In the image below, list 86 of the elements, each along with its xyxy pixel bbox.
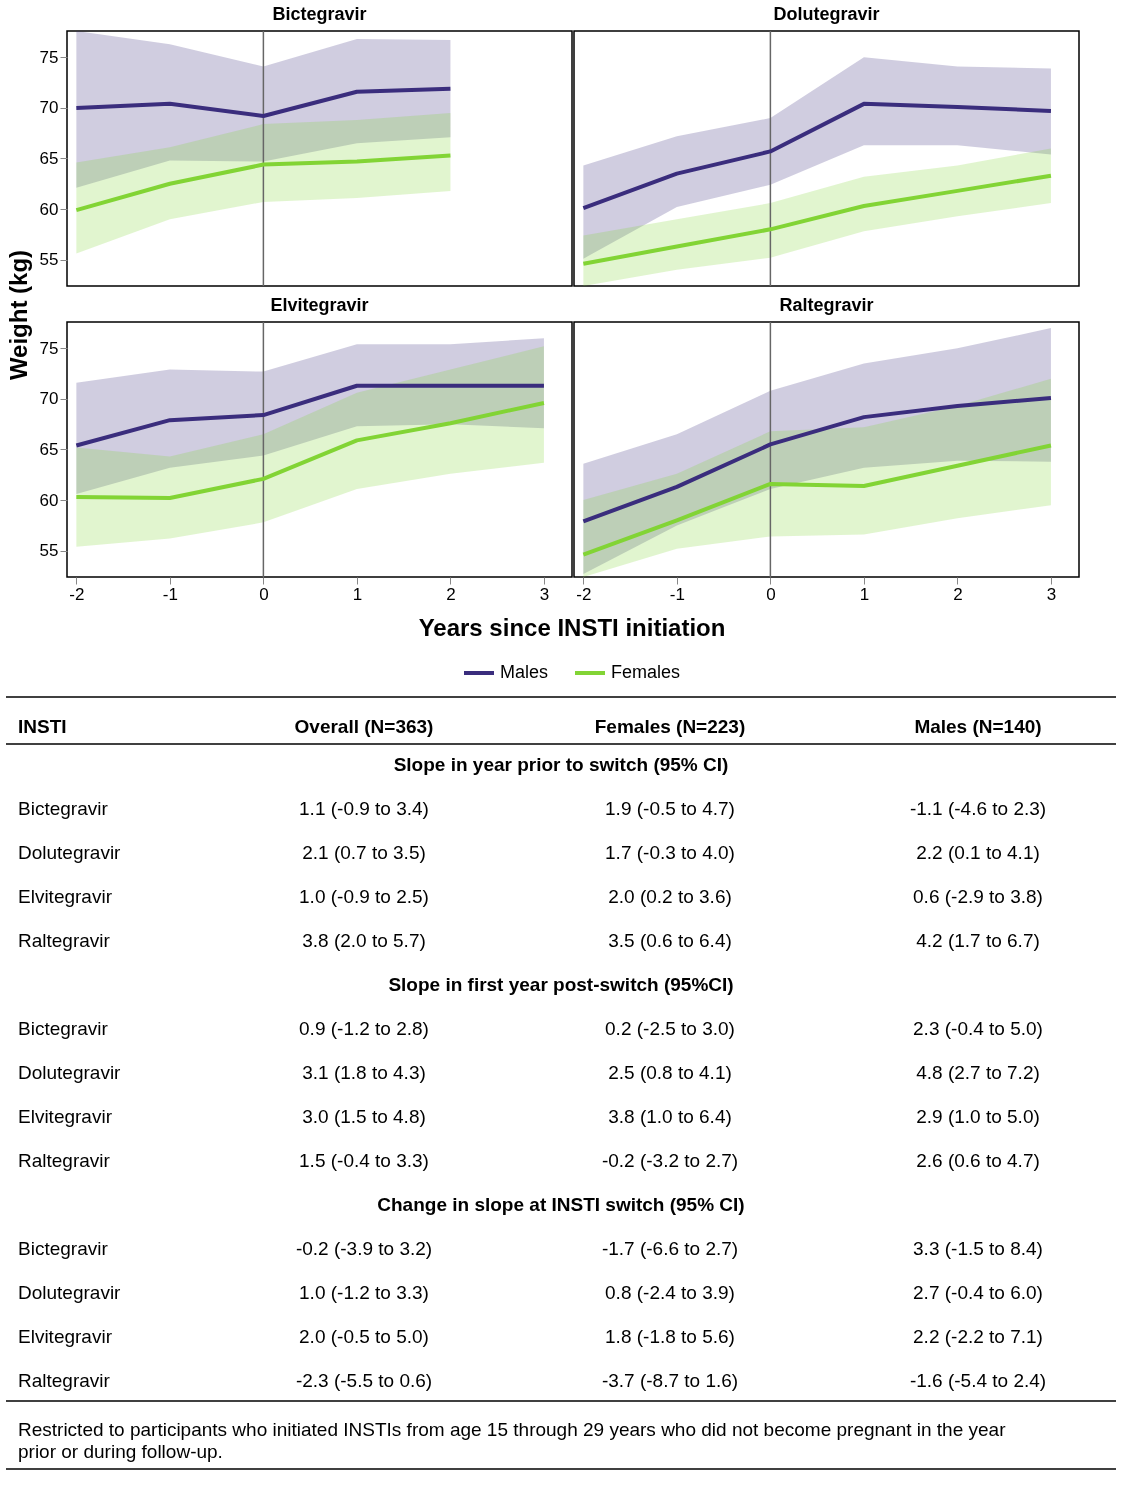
text: Dolutegravir	[18, 842, 122, 863]
x-tick-label: 2	[953, 584, 963, 604]
chart-title: Dolutegravir	[773, 4, 880, 25]
x-tick-label: -1	[162, 584, 178, 604]
text: 3.0 (1.5 to 4.8)	[302, 1106, 426, 1127]
text: 2.1 (0.7 to 3.5)	[302, 842, 426, 863]
legend-label: Females	[611, 662, 681, 682]
x-tick-label: -2	[576, 584, 592, 604]
text: 1.0 (-1.2 to 3.3)	[299, 1282, 429, 1303]
text: -0.2 (-3.2 to 2.7)	[601, 1150, 739, 1171]
text: -1.6 (-5.4 to 2.4)	[909, 1370, 1047, 1391]
y-tick-label: 60	[39, 199, 59, 219]
x-tick-label: 3	[1046, 584, 1057, 604]
text: 3.3 (-1.5 to 8.4)	[913, 1238, 1043, 1259]
text: -2.3 (-5.5 to 0.6)	[295, 1370, 433, 1391]
text: Raltegravir	[18, 1150, 111, 1171]
text: Restricted to participants who initiated INSTIs from age 15 through 29 years who did not become pregnant in the year prior or during follow-up.	[18, 1419, 1007, 1462]
text: Males (N=140)	[914, 716, 1042, 737]
y-tick-label: 55	[39, 541, 59, 561]
x-tick-label: 0	[766, 584, 776, 604]
y-tick-label: 75	[39, 47, 59, 67]
x-axis-title: Years since INSTI initiation	[418, 614, 726, 641]
text: 2.9 (1.0 to 5.0)	[916, 1106, 1040, 1127]
y-tick-label: 70	[39, 98, 59, 118]
text: Elvitegravir	[18, 1326, 113, 1347]
text: Bictegravir	[18, 1018, 109, 1039]
text: Elvitegravir	[18, 1106, 113, 1127]
text: 3.8 (2.0 to 5.7)	[302, 930, 426, 951]
text: 2.7 (-0.4 to 6.0)	[913, 1282, 1043, 1303]
text: 2.6 (0.6 to 4.7)	[916, 1150, 1040, 1171]
text: Dolutegravir	[18, 1282, 122, 1303]
y-axis-title: Weight (kg)	[5, 249, 32, 381]
text: Bictegravir	[18, 798, 109, 819]
x-tick-label: 0	[259, 584, 269, 604]
text: Overall (N=363)	[294, 716, 434, 737]
text: -3.7 (-8.7 to 1.6)	[601, 1370, 739, 1391]
text: 3.5 (0.6 to 6.4)	[608, 930, 732, 951]
text: -1.1 (-4.6 to 2.3)	[909, 798, 1047, 819]
text: 0.9 (-1.2 to 2.8)	[299, 1018, 429, 1039]
text: 0.8 (-2.4 to 3.9)	[605, 1282, 735, 1303]
x-tick-label: 3	[539, 584, 550, 604]
text: 4.8 (2.7 to 7.2)	[916, 1062, 1040, 1083]
text: 2.5 (0.8 to 4.1)	[608, 1062, 732, 1083]
text: Slope in year prior to switch (95% CI)	[393, 754, 729, 775]
y-tick-label: 55	[39, 250, 59, 270]
y-tick-label: 65	[39, 149, 59, 168]
chart-title: Bictegravir	[272, 4, 367, 25]
text: Slope in first year post-switch (95%CI)	[388, 974, 734, 995]
text: 1.8 (-1.8 to 5.6)	[605, 1326, 735, 1347]
text: 1.5 (-0.4 to 3.3)	[299, 1150, 429, 1171]
chart-title: Raltegravir	[779, 295, 874, 316]
text: 3.8 (1.0 to 6.4)	[608, 1106, 732, 1127]
text: 1.9 (-0.5 to 4.7)	[605, 798, 735, 819]
text: 2.2 (-2.2 to 7.1)	[913, 1326, 1043, 1347]
y-tick-label: 70	[39, 389, 59, 409]
text: Bictegravir	[18, 1238, 109, 1259]
text: Dolutegravir	[18, 1062, 122, 1083]
text: 4.2 (1.7 to 6.7)	[916, 930, 1040, 951]
text: 1.0 (-0.9 to 2.5)	[299, 886, 429, 907]
x-tick-label: -2	[69, 584, 85, 604]
text: Elvitegravir	[18, 886, 113, 907]
text: INSTI	[18, 716, 67, 737]
text: Raltegravir	[18, 930, 111, 951]
text: -1.7 (-6.6 to 2.7)	[601, 1238, 739, 1259]
text: 1.7 (-0.3 to 4.0)	[605, 842, 735, 863]
text: Raltegravir	[18, 1370, 111, 1391]
text: 1.1 (-0.9 to 3.4)	[299, 798, 429, 819]
text: 0.6 (-2.9 to 3.8)	[913, 886, 1043, 907]
y-tick-label: 75	[39, 338, 59, 358]
legend-label: Males	[500, 662, 549, 682]
text: Change in slope at INSTI switch (95% CI)	[377, 1194, 745, 1215]
text: 2.2 (0.1 to 4.1)	[916, 842, 1040, 863]
x-tick-label: 2	[446, 584, 456, 604]
x-tick-label: 1	[352, 584, 363, 604]
x-tick-label: 1	[859, 584, 870, 604]
y-tick-label: 65	[39, 440, 59, 459]
text: Females (N=223)	[594, 716, 746, 737]
chart-title: Elvitegravir	[270, 295, 369, 316]
y-tick-label: 60	[39, 490, 59, 510]
text: -0.2 (-3.9 to 3.2)	[295, 1238, 433, 1259]
text: 2.0 (-0.5 to 5.0)	[299, 1326, 429, 1347]
text: 0.2 (-2.5 to 3.0)	[605, 1018, 735, 1039]
text: 2.3 (-0.4 to 5.0)	[913, 1018, 1043, 1039]
text: 2.0 (0.2 to 3.6)	[608, 886, 732, 907]
text: 3.1 (1.8 to 4.3)	[302, 1062, 426, 1083]
x-tick-label: -1	[669, 584, 685, 604]
